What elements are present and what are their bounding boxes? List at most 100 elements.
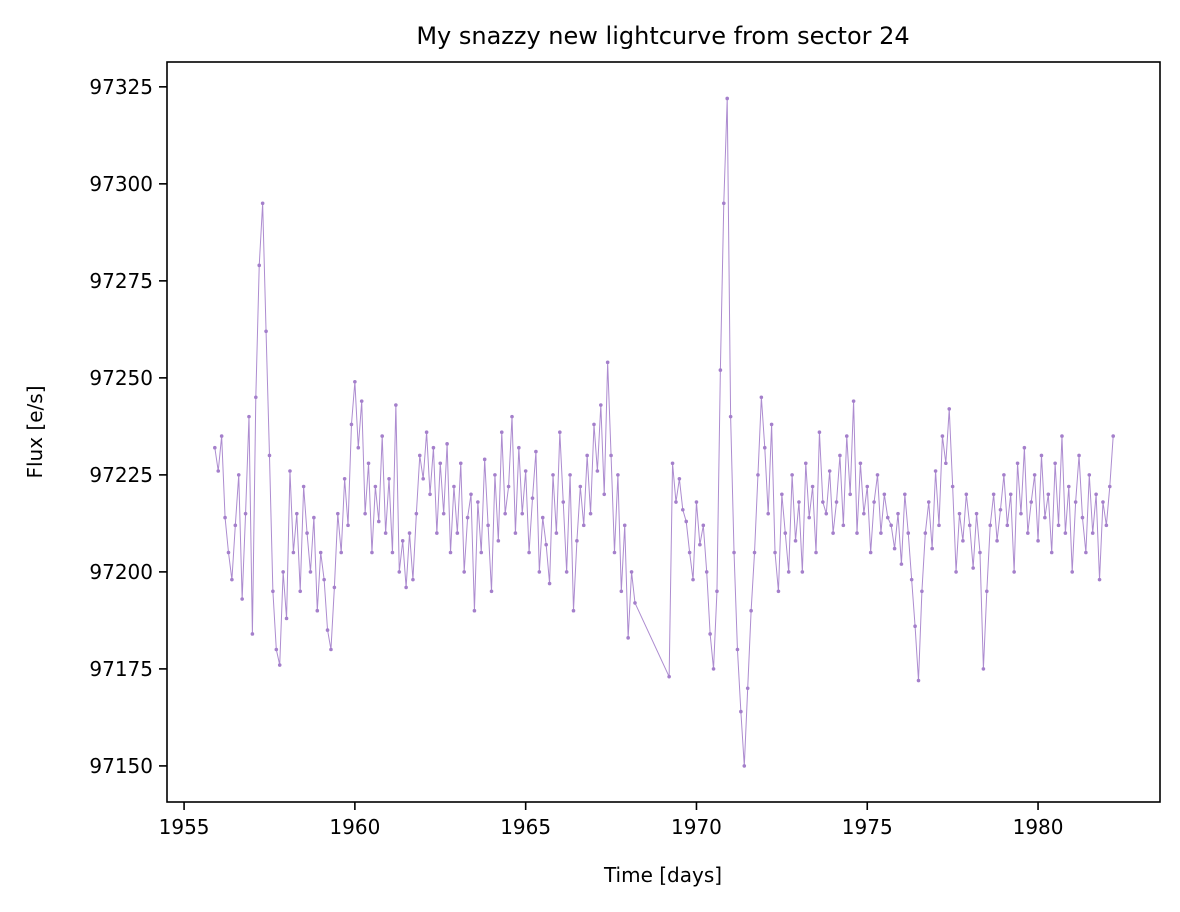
data-point: [428, 492, 432, 497]
data-point: [780, 492, 784, 497]
data-point: [493, 473, 497, 477]
data-point: [995, 539, 999, 543]
data-point: [387, 476, 391, 481]
data-point: [1043, 515, 1047, 520]
data-point: [1012, 570, 1016, 574]
data-point: [739, 709, 743, 714]
data-point: [954, 570, 958, 574]
data-point: [776, 589, 781, 594]
data-point: [383, 531, 388, 535]
data-point: [694, 500, 699, 504]
data-point: [547, 581, 552, 586]
data-point: [216, 469, 221, 473]
data-point: [599, 403, 603, 407]
data-point: [558, 430, 562, 434]
data-point: [510, 414, 514, 419]
data-point: [889, 523, 893, 528]
data-point: [721, 201, 726, 206]
data-point: [236, 473, 241, 477]
data-point: [414, 511, 419, 516]
data-point: [421, 476, 425, 481]
data-point: [899, 562, 904, 566]
data-point: [376, 519, 381, 524]
data-point: [312, 515, 316, 520]
data-point: [250, 632, 255, 636]
data-point: [752, 550, 757, 555]
data-point: [380, 434, 385, 438]
data-point: [933, 469, 938, 473]
data-point: [680, 508, 685, 512]
data-point: [397, 570, 402, 574]
data-point: [708, 632, 712, 636]
data-point: [930, 546, 934, 551]
y-tick-label: 97275: [89, 269, 153, 293]
data-point: [831, 531, 835, 535]
data-point: [1077, 453, 1081, 458]
data-point: [544, 542, 548, 547]
data-point: [872, 500, 876, 504]
data-point: [745, 686, 750, 691]
data-point: [342, 476, 347, 481]
data-point: [339, 550, 344, 555]
data-point: [1087, 473, 1092, 477]
data-point: [725, 96, 730, 101]
data-point: [1005, 523, 1010, 528]
data-point: [858, 461, 863, 466]
data-point: [223, 515, 227, 520]
data-point: [711, 667, 716, 671]
data-point: [1060, 434, 1064, 438]
data-point: [284, 616, 289, 621]
data-point: [346, 523, 350, 528]
data-point: [243, 511, 248, 516]
data-point: [786, 570, 791, 574]
data-point: [957, 511, 962, 516]
data-point: [441, 511, 446, 516]
data-point: [807, 515, 811, 520]
data-point: [499, 430, 504, 434]
plot-area: [213, 96, 1116, 768]
data-point: [862, 511, 866, 516]
data-point: [332, 585, 337, 590]
data-point: [940, 434, 945, 438]
x-tick-label: 1955: [159, 815, 210, 839]
data-point: [540, 515, 545, 520]
data-point: [520, 511, 525, 516]
data-point: [749, 608, 753, 613]
data-point: [1022, 445, 1027, 450]
data-point: [633, 601, 637, 605]
data-point: [335, 511, 340, 516]
data-point: [691, 577, 695, 582]
data-point: [790, 473, 794, 477]
data-point: [670, 461, 675, 466]
data-point: [407, 531, 412, 535]
data-point: [827, 469, 832, 473]
data-point: [226, 550, 231, 555]
data-point: [1101, 500, 1105, 504]
data-point: [452, 484, 456, 489]
data-point: [937, 523, 941, 528]
data-point: [264, 329, 268, 334]
data-point: [578, 484, 583, 489]
x-tick-label: 1980: [1013, 815, 1064, 839]
data-point: [260, 201, 265, 206]
data-point: [875, 473, 880, 477]
data-point: [991, 492, 996, 497]
data-point: [366, 461, 371, 466]
data-point: [373, 484, 378, 489]
data-point: [1026, 531, 1030, 535]
data-point: [1002, 473, 1006, 477]
data-point: [923, 531, 928, 535]
data-point: [267, 453, 272, 458]
data-point: [359, 399, 364, 403]
data-point: [1008, 492, 1013, 497]
data-point: [981, 667, 986, 671]
data-point: [913, 624, 917, 629]
data-point: [882, 492, 887, 497]
data-point: [783, 531, 788, 535]
data-point: [298, 589, 303, 594]
data-point: [1073, 500, 1078, 504]
data-point: [585, 453, 589, 458]
data-point: [530, 496, 535, 500]
data-point: [803, 461, 808, 466]
